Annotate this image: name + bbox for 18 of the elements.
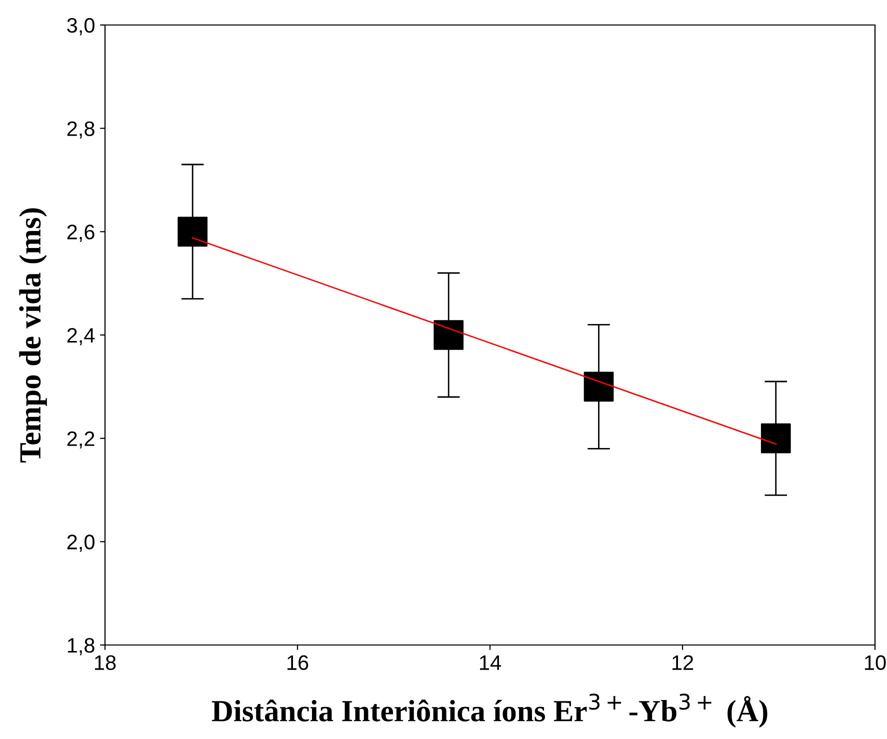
- x-tick-label: 18: [95, 655, 116, 670]
- point: [760, 423, 791, 454]
- y-axis-title: Tempo de vida (ms): [19, 208, 47, 463]
- x-axis-title: Distância Interiônica íons Er$^{3+}$-Yb$^{3+}$ (Å): [212, 694, 768, 728]
- point: [178, 216, 208, 247]
- y-tick-label: 1,8: [68, 638, 94, 656]
- x-tick-label: 14: [480, 655, 501, 670]
- y-tick-label: 2,2: [67, 431, 94, 449]
- y-tick-label: 3,0: [67, 18, 94, 36]
- x-tick-label: 16: [288, 655, 308, 670]
- y-tick-label: 2,8: [67, 121, 94, 139]
- y-tick-label: 2,6: [67, 224, 94, 242]
- y-tick-label: 2,4: [67, 328, 95, 346]
- x-tick-label: 12: [672, 655, 694, 670]
- x-tick-label: 10: [865, 655, 886, 670]
- y-tick-label: 2,0: [67, 534, 94, 552]
- point: [434, 320, 464, 350]
- point: [584, 372, 614, 402]
